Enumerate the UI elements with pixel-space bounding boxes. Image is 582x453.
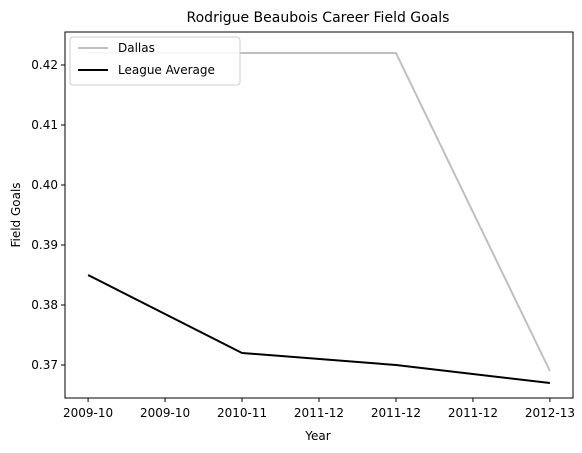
x-tick-label: 2011-12: [294, 406, 344, 420]
x-tick-label: 2009-10: [140, 406, 190, 420]
x-tick-label: 2011-12: [371, 406, 421, 420]
y-tick-label: 0.42: [31, 58, 58, 72]
x-tick-label: 2009-10: [63, 406, 113, 420]
y-tick-label: 0.37: [31, 358, 58, 372]
y-axis: 0.37 0.38 0.39 0.40 0.41 0.42: [31, 58, 65, 372]
y-tick-label: 0.38: [31, 298, 58, 312]
y-tick-label: 0.41: [31, 118, 58, 132]
legend: Dallas League Average: [69, 36, 241, 86]
chart-title: Rodrigue Beaubois Career Field Goals: [187, 10, 450, 26]
y-axis-label: Field Goals: [9, 182, 23, 247]
legend-box: [69, 36, 241, 86]
legend-label: League Average: [118, 63, 215, 77]
x-tick-label: 2012-13: [525, 406, 575, 420]
y-tick-label: 0.40: [31, 178, 58, 192]
legend-label: Dallas: [118, 41, 155, 55]
series-line-league-average: [87, 274, 551, 384]
plot-frame: [64, 31, 574, 399]
x-tick-label: 2010-11: [217, 406, 267, 420]
y-tick-label: 0.39: [31, 238, 58, 252]
plot-area: 0.370.380.390.400.410.42 2009-10 2009-10 2…: [31, 31, 575, 420]
x-axis: 2009-10 2009-10 2010-11 2011-12 2011-12 2011-…: [63, 398, 575, 420]
x-axis-label: Year: [304, 429, 330, 443]
x-tick-label: 2011-12: [448, 406, 498, 420]
